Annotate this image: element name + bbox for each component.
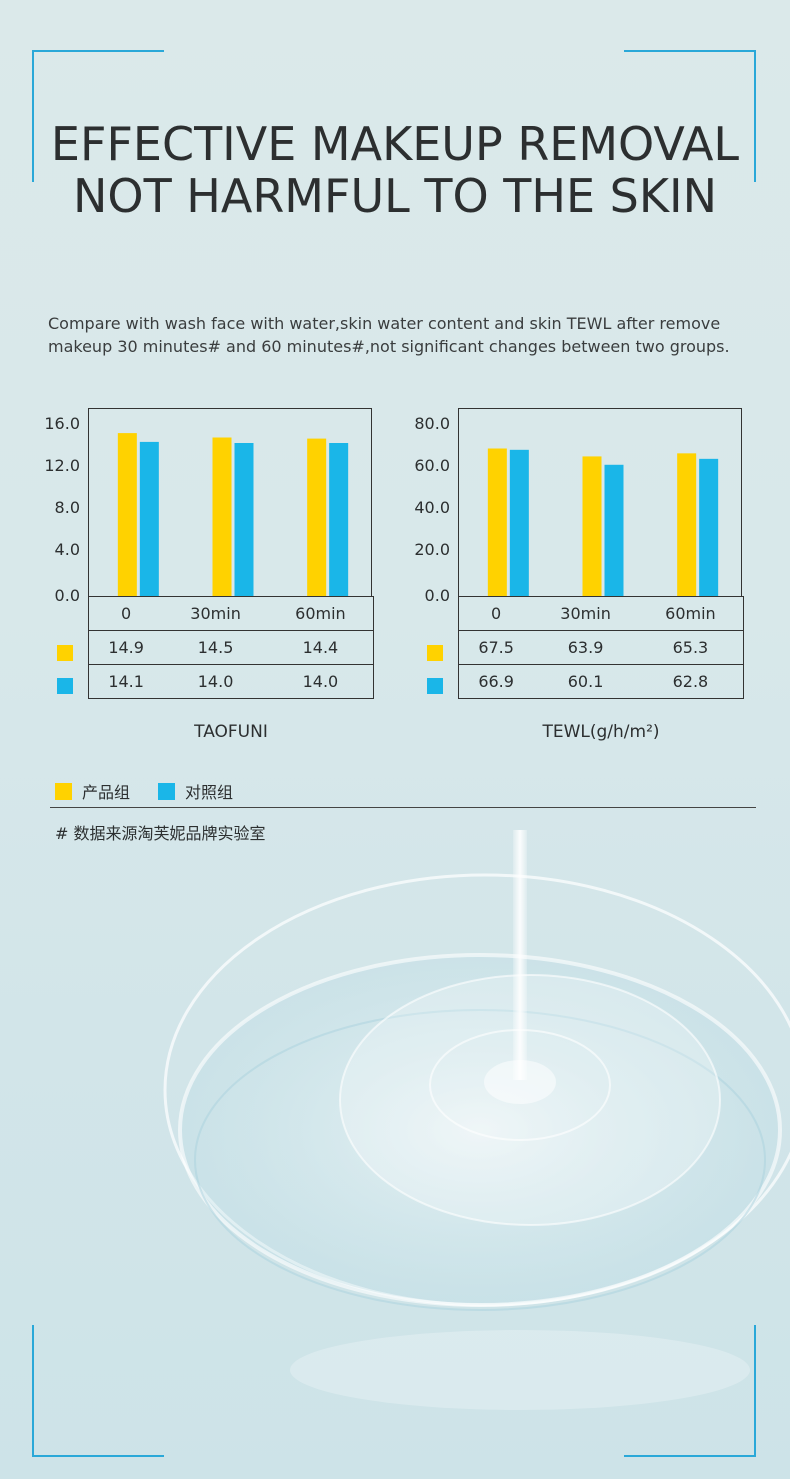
bar-product-30min <box>212 437 232 597</box>
data-label-product: 14.5 <box>163 630 268 665</box>
y-tick: 4.0 <box>54 540 80 559</box>
intro-text: Compare with wash face with water,skin w… <box>48 314 730 356</box>
y-tick: 20.0 <box>414 540 450 559</box>
legend-swatch-control <box>158 782 176 800</box>
row-swatch-control <box>57 678 73 694</box>
category-label: 0 <box>88 596 164 631</box>
headline-line-2: NOT HARMFUL TO THE SKIN <box>72 169 718 223</box>
data-label-control: 66.9 <box>458 664 534 699</box>
plot-area <box>88 408 372 597</box>
y-tick: 60.0 <box>414 456 450 475</box>
legend: 产品组 对照组 <box>55 779 261 803</box>
data-label-control: 62.8 <box>637 664 744 699</box>
legend-item-control: 对照组 <box>158 779 233 803</box>
bar-control-60min <box>699 458 719 597</box>
y-tick: 0.0 <box>424 586 450 605</box>
y-tick: 12.0 <box>44 456 80 475</box>
category-label: 30min <box>163 596 268 631</box>
divider <box>50 807 756 808</box>
legend-item-product: 产品组 <box>55 779 130 803</box>
bars-svg <box>117 433 349 597</box>
data-label-control: 14.1 <box>88 664 164 699</box>
bar-control-30min <box>604 464 624 597</box>
bar-control-30min <box>234 443 254 597</box>
y-tick: 80.0 <box>414 414 450 433</box>
data-label-control: 14.0 <box>267 664 374 699</box>
bar-product-60min <box>307 438 327 597</box>
headline-line-1: EFFECTIVE MAKEUP REMOVAL <box>50 117 740 171</box>
row-swatch-control <box>427 678 443 694</box>
category-label: 60min <box>637 596 744 631</box>
y-axis-ticks: 0.0 20.0 40.0 60.0 80.0 <box>400 408 456 608</box>
bar-control-60min <box>329 443 349 597</box>
chart-xlabel: TEWL(g/h/m²) <box>542 722 660 742</box>
data-label-product: 65.3 <box>637 630 744 665</box>
corner-frame-bottom-left <box>32 1325 164 1457</box>
data-label-product: 14.9 <box>88 630 164 665</box>
bar-product-0 <box>487 448 507 597</box>
data-label-control: 60.1 <box>533 664 638 699</box>
category-label: 30min <box>533 596 638 631</box>
petri-dish-image <box>163 830 790 1410</box>
data-label-control: 14.0 <box>163 664 268 699</box>
legend-label-control: 对照组 <box>185 783 234 802</box>
data-table: 0 30min 60min 67.5 63.9 65.3 66.9 60.1 6… <box>458 596 744 699</box>
legend-swatch-product <box>55 782 72 800</box>
bar-product-60min <box>677 453 697 597</box>
legend-label-product: 产品组 <box>82 783 131 802</box>
y-tick: 40.0 <box>414 498 450 517</box>
source-note: # 数据来源淘芙妮品牌实验室 <box>55 824 266 843</box>
category-label: 0 <box>458 596 534 631</box>
category-label: 60min <box>267 596 374 631</box>
data-label-product: 14.4 <box>267 630 374 665</box>
bar-product-0 <box>117 433 137 597</box>
corner-frame-top-right <box>624 50 756 182</box>
y-axis-ticks: 0.0 4.0 8.0 12.0 16.0 <box>30 408 86 608</box>
row-swatch-product <box>427 645 443 661</box>
corner-frame-top-left <box>32 50 164 182</box>
data-table: 0 30min 60min 14.9 14.5 14.4 14.1 14.0 1… <box>88 596 374 699</box>
row-swatch-product <box>57 645 73 661</box>
bar-control-0 <box>139 441 159 597</box>
y-tick: 16.0 <box>44 414 80 433</box>
bar-control-0 <box>509 449 529 597</box>
headline: EFFECTIVE MAKEUP REMOVAL NOT HARMFUL TO … <box>0 118 790 222</box>
bars-svg <box>487 448 719 597</box>
data-label-product: 67.5 <box>458 630 534 665</box>
y-tick: 8.0 <box>54 498 80 517</box>
bar-product-30min <box>582 456 602 597</box>
chart-xlabel: TAOFUNI <box>194 722 268 742</box>
plot-area <box>458 408 742 597</box>
y-tick: 0.0 <box>54 586 80 605</box>
data-label-product: 63.9 <box>533 630 638 665</box>
corner-frame-bottom-right <box>624 1325 756 1457</box>
